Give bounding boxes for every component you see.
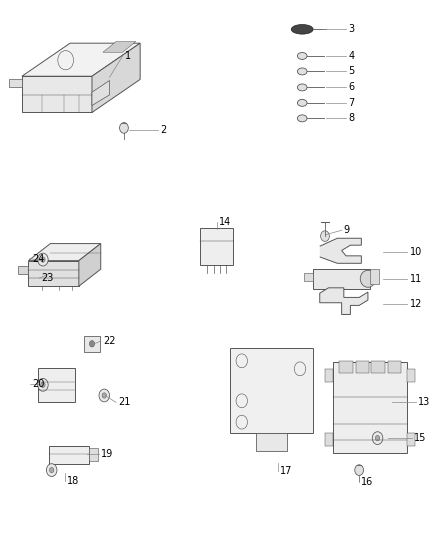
Ellipse shape xyxy=(291,25,313,34)
FancyBboxPatch shape xyxy=(230,348,313,433)
Text: 17: 17 xyxy=(280,466,293,475)
Circle shape xyxy=(375,435,380,441)
Text: 5: 5 xyxy=(348,67,354,76)
Polygon shape xyxy=(18,266,28,274)
Polygon shape xyxy=(28,261,79,286)
Polygon shape xyxy=(22,43,140,76)
Text: 4: 4 xyxy=(348,51,354,61)
FancyBboxPatch shape xyxy=(371,361,385,373)
Ellipse shape xyxy=(297,53,307,59)
Ellipse shape xyxy=(297,68,307,75)
Text: 12: 12 xyxy=(410,299,422,309)
Polygon shape xyxy=(103,42,136,52)
FancyBboxPatch shape xyxy=(313,269,370,289)
Polygon shape xyxy=(320,288,368,314)
Text: 10: 10 xyxy=(410,247,422,257)
Text: 20: 20 xyxy=(32,379,44,389)
FancyBboxPatch shape xyxy=(333,362,407,453)
Polygon shape xyxy=(320,238,361,263)
Circle shape xyxy=(102,393,106,398)
Circle shape xyxy=(89,341,95,347)
Text: 23: 23 xyxy=(42,273,54,283)
Text: 14: 14 xyxy=(219,217,231,227)
Circle shape xyxy=(99,389,110,402)
Text: 15: 15 xyxy=(414,433,426,443)
Text: 8: 8 xyxy=(348,114,354,123)
Text: 19: 19 xyxy=(101,449,113,459)
Text: 18: 18 xyxy=(67,477,79,486)
Polygon shape xyxy=(79,244,101,286)
Polygon shape xyxy=(304,273,313,281)
Text: 7: 7 xyxy=(348,98,354,108)
Text: 22: 22 xyxy=(103,336,116,346)
Circle shape xyxy=(41,382,45,387)
FancyBboxPatch shape xyxy=(388,361,401,373)
Ellipse shape xyxy=(360,270,376,287)
FancyBboxPatch shape xyxy=(256,433,287,451)
Text: 9: 9 xyxy=(344,225,350,235)
Circle shape xyxy=(120,123,128,133)
Circle shape xyxy=(355,465,364,475)
Text: 2: 2 xyxy=(160,125,166,134)
Circle shape xyxy=(38,378,48,391)
FancyBboxPatch shape xyxy=(339,361,353,373)
FancyBboxPatch shape xyxy=(49,446,89,464)
Text: 1: 1 xyxy=(125,51,131,61)
Polygon shape xyxy=(22,76,92,112)
Ellipse shape xyxy=(297,115,307,122)
Polygon shape xyxy=(92,80,110,106)
Ellipse shape xyxy=(297,84,307,91)
FancyBboxPatch shape xyxy=(200,228,233,265)
Polygon shape xyxy=(28,244,101,261)
Circle shape xyxy=(372,432,383,445)
Circle shape xyxy=(41,257,45,262)
Polygon shape xyxy=(92,43,140,112)
Circle shape xyxy=(321,231,329,241)
Text: 24: 24 xyxy=(32,254,44,263)
Circle shape xyxy=(38,253,48,266)
Text: 3: 3 xyxy=(348,25,354,34)
FancyBboxPatch shape xyxy=(356,361,369,373)
Polygon shape xyxy=(370,269,379,284)
FancyBboxPatch shape xyxy=(38,368,75,402)
Circle shape xyxy=(49,467,54,473)
Polygon shape xyxy=(9,79,22,87)
FancyBboxPatch shape xyxy=(84,336,100,352)
Circle shape xyxy=(46,464,57,477)
FancyBboxPatch shape xyxy=(325,433,333,446)
FancyBboxPatch shape xyxy=(407,433,415,446)
FancyBboxPatch shape xyxy=(89,448,98,461)
Ellipse shape xyxy=(297,99,307,106)
Text: 11: 11 xyxy=(410,274,422,284)
Text: 13: 13 xyxy=(418,398,431,407)
Text: 16: 16 xyxy=(361,478,374,487)
FancyBboxPatch shape xyxy=(325,369,333,382)
Text: 21: 21 xyxy=(118,398,131,407)
Text: 6: 6 xyxy=(348,83,354,92)
FancyBboxPatch shape xyxy=(407,369,415,382)
